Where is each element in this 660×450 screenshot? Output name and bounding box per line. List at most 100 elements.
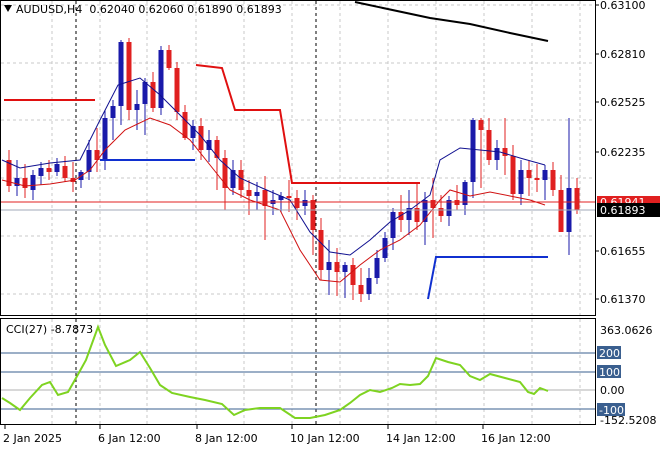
cci-line: [1, 324, 549, 419]
candle-body: [214, 140, 220, 158]
candle-body: [46, 168, 52, 172]
candle-body: [470, 120, 476, 182]
candle-body: [94, 150, 100, 160]
candle-body: [318, 230, 324, 270]
fast-ma-line: [1, 77, 546, 256]
price-tick-label: 0.61655: [600, 245, 646, 258]
candle-body: [574, 188, 580, 210]
resistance-step-line: [195, 64, 420, 184]
price-tick-label: 0.61370: [600, 293, 646, 306]
candle-body: [550, 170, 556, 190]
candle-body: [142, 82, 148, 104]
candle-body: [294, 198, 300, 208]
cci-level-box: [597, 346, 621, 359]
current-price-badge-label: 0.61893: [600, 204, 646, 217]
candle-body: [518, 170, 524, 194]
candle-body: [150, 82, 156, 108]
indicator-name: CCI(27): [6, 323, 48, 336]
time-axis-label: 8 Jan 12:00: [195, 432, 258, 445]
candle-body: [302, 200, 308, 206]
price-tick-label: 0.62810: [600, 48, 646, 61]
candle-body: [526, 170, 532, 178]
candle-body: [326, 262, 332, 270]
candle-body: [486, 130, 492, 160]
red-ma-line: [1, 117, 546, 283]
candle-body: [534, 178, 540, 180]
candle-body: [134, 104, 140, 110]
time-axis-label: 14 Jan 12:00: [386, 432, 456, 445]
candle-body: [542, 170, 548, 180]
candle-body: [22, 178, 28, 188]
slow-ma-line: [354, 1, 549, 42]
candle-body: [390, 212, 396, 238]
candle-body: [430, 200, 436, 208]
chart-title: AUDUSD,H4 0.62040 0.62060 0.61890 0.6189…: [4, 3, 282, 16]
candle-body: [174, 68, 180, 112]
candle-body: [6, 160, 12, 186]
cci-level-box: [597, 365, 621, 378]
candle-body: [286, 196, 292, 198]
cci-max-label: 363.0626: [600, 324, 653, 337]
candle-body: [510, 156, 516, 194]
collapse-triangle-icon[interactable]: [4, 5, 12, 12]
cci-tick-label: 0.00: [600, 384, 625, 397]
candle-body: [30, 175, 36, 190]
candle-body: [446, 200, 452, 216]
candle-body: [206, 140, 212, 150]
candle-body: [246, 190, 252, 196]
candle-body: [358, 285, 364, 294]
candle-body: [126, 42, 132, 110]
candle-body: [166, 50, 172, 68]
candle-body: [118, 42, 124, 106]
candle-body: [438, 208, 444, 216]
candle-body: [558, 190, 564, 232]
candle-body: [86, 150, 92, 172]
candle-body: [182, 112, 188, 138]
candle-body: [222, 158, 228, 188]
price-tick-label: 0.62525: [600, 96, 646, 109]
current-price-badge: [597, 203, 660, 217]
candle-body: [198, 126, 204, 150]
candle-body: [190, 126, 196, 138]
cci-tick-label: 200: [599, 347, 620, 360]
candle-body: [502, 148, 508, 156]
candle-body: [38, 168, 44, 176]
cci-tick-label: -100: [599, 404, 624, 417]
candle-body: [230, 170, 236, 188]
candle-body: [414, 208, 420, 222]
candle-body: [62, 166, 68, 178]
candle-body: [334, 262, 340, 272]
candle-body: [398, 212, 404, 220]
indicator-panel-frame: [0, 318, 596, 425]
candle-body: [406, 208, 412, 220]
time-axis-label: 6 Jan 12:00: [98, 432, 161, 445]
candle-body: [278, 196, 284, 200]
indicator-value: -8.7873: [50, 323, 94, 336]
candle-body: [478, 120, 484, 130]
symbol-label: AUDUSD,H4: [16, 3, 83, 16]
candle-body: [54, 164, 60, 172]
candle-body: [110, 106, 116, 118]
ohlc-values: 0.62040 0.62060 0.61890 0.61893: [89, 3, 282, 16]
cci-level-box: [597, 403, 625, 416]
time-axis-label: 16 Jan 12:00: [481, 432, 551, 445]
price-tick-label: 0.62235: [600, 146, 646, 159]
candle-body: [350, 265, 356, 285]
candle-body: [254, 192, 260, 196]
time-axis-label: 10 Jan 12:00: [290, 432, 360, 445]
time-axis-label: 2 Jan 2025: [3, 432, 62, 445]
candle-body: [374, 258, 380, 278]
main-panel-frame: [0, 0, 596, 316]
price-tick-label: 0.63100: [600, 0, 646, 12]
candle-body: [262, 190, 268, 206]
candle-body: [158, 50, 164, 108]
cci-min-label: -152.5208: [600, 414, 656, 427]
candle-body: [238, 170, 244, 190]
candle-body: [494, 148, 500, 160]
candle-body: [102, 118, 108, 160]
cci-tick-label: 100: [599, 366, 620, 379]
candle-body: [14, 178, 20, 186]
candle-body: [422, 200, 428, 222]
candle-body: [366, 278, 372, 294]
